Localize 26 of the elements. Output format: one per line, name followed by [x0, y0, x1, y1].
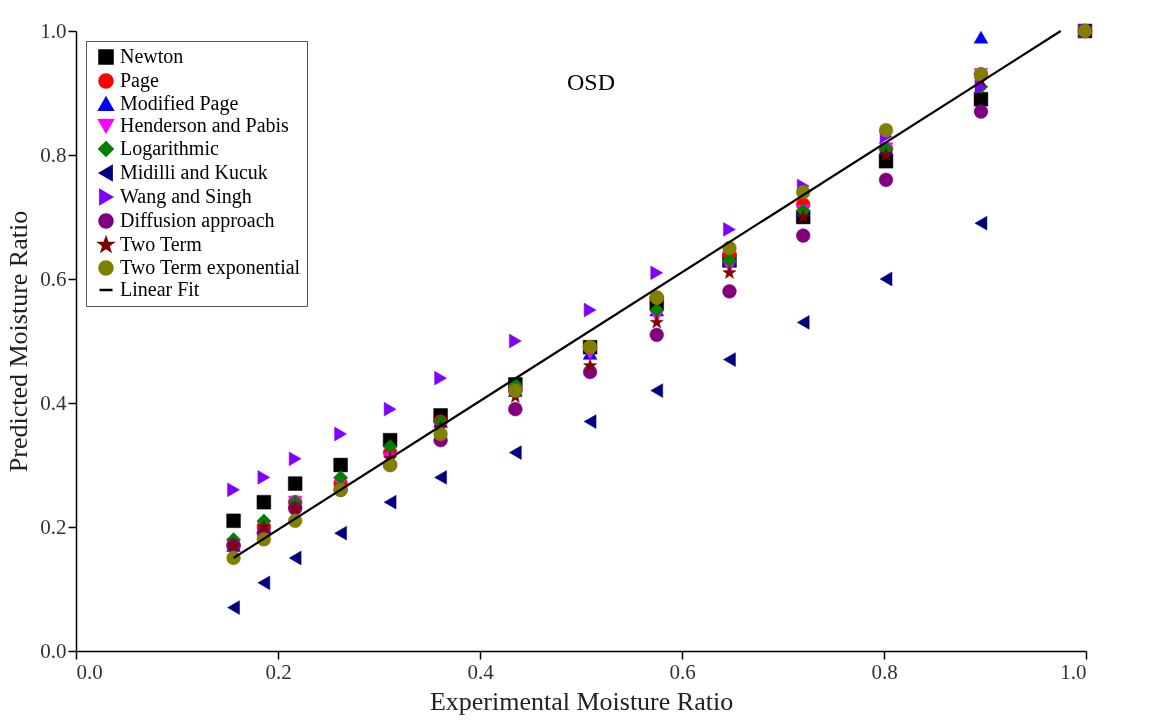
- legend-label: Page: [120, 69, 159, 92]
- x-tick-label: 0.6: [669, 659, 696, 684]
- legend-label: Newton: [120, 45, 184, 67]
- x-tick-label: 0.0: [76, 659, 103, 684]
- text: OSD: [566, 69, 616, 95]
- x-axis-title: Experimental Moisture Ratio: [429, 686, 734, 716]
- legend-label: Diffusion approach: [120, 209, 275, 232]
- x-tick-label: 0.8: [871, 659, 898, 684]
- legend-label: Midilli and Kucuk: [120, 161, 268, 183]
- legend-label: Modified Page: [120, 92, 239, 115]
- legend-label: Logarithmic: [120, 137, 219, 160]
- y-tick-label: 0.6: [40, 266, 67, 291]
- legend-label: Two Term: [120, 233, 203, 255]
- y-tick-label: 0.0: [40, 638, 67, 663]
- legend-label: Two Term exponential: [120, 256, 301, 279]
- y-tick-label: 0.2: [40, 514, 67, 539]
- legend-label: Linear Fit: [120, 278, 200, 300]
- legend-label: Henderson and Pabis: [120, 114, 290, 136]
- x-tick-label: 0.4: [467, 659, 495, 684]
- legend-label: Wang and Singh: [120, 185, 252, 208]
- y-axis-title: Predicted Moisture Ratio: [4, 210, 34, 473]
- y-tick-label: 0.8: [40, 142, 67, 167]
- y-tick-label: 1.0: [40, 18, 67, 43]
- y-tick-label: 0.4: [40, 390, 67, 415]
- x-tick-label: 0.2: [265, 659, 292, 684]
- x-tick-label: 1.0: [1060, 659, 1087, 684]
